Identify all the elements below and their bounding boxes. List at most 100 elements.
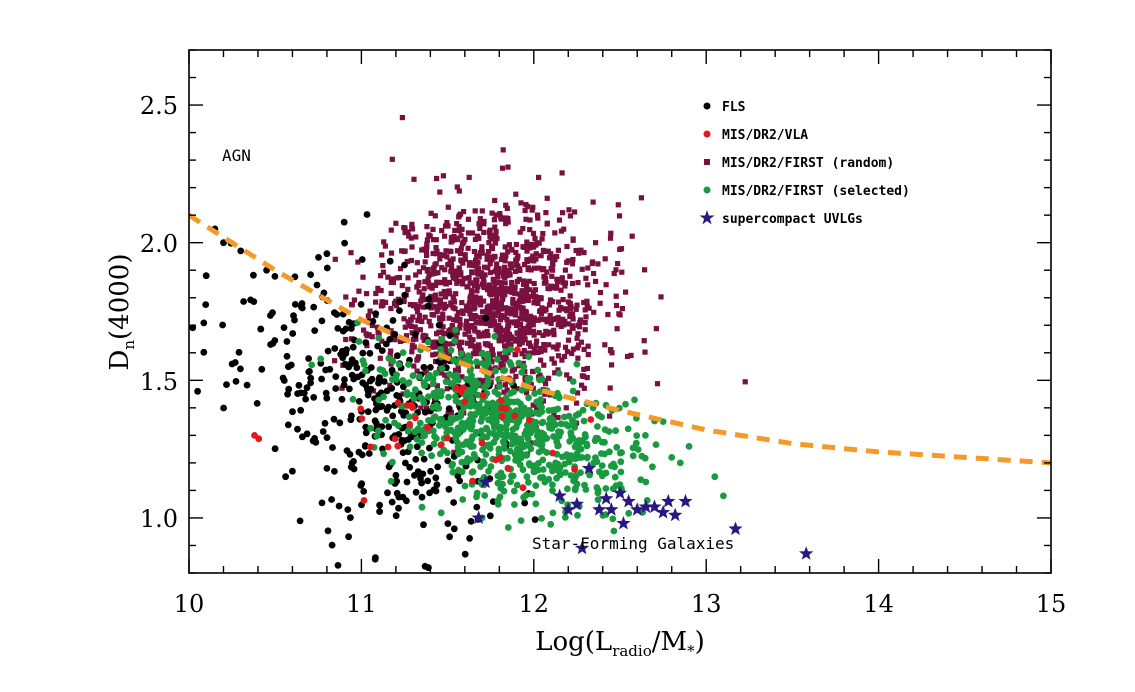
data-point <box>583 442 591 450</box>
data-point <box>347 514 354 521</box>
data-point <box>525 441 532 449</box>
data-point <box>318 317 326 325</box>
data-point <box>561 353 568 360</box>
data-point <box>531 332 537 338</box>
data-point <box>484 350 491 358</box>
data-point <box>471 248 477 255</box>
data-point <box>530 350 536 356</box>
data-point <box>307 374 315 382</box>
data-point <box>549 467 556 475</box>
data-point <box>512 300 518 306</box>
data-point <box>404 258 410 265</box>
data-point <box>511 501 518 508</box>
data-point <box>476 254 482 260</box>
data-point <box>474 363 480 369</box>
data-point <box>414 284 420 290</box>
data-point <box>453 237 459 243</box>
data-point <box>513 346 521 354</box>
data-point <box>338 347 346 355</box>
data-point <box>578 247 584 253</box>
data-point <box>477 225 483 232</box>
data-point <box>510 487 518 495</box>
data-point <box>585 343 591 349</box>
data-point <box>496 279 502 286</box>
data-point <box>523 308 529 315</box>
data-point <box>623 289 629 295</box>
data-point <box>321 419 329 427</box>
data-point <box>425 280 432 286</box>
data-point <box>432 369 440 377</box>
data-point <box>443 248 449 254</box>
data-point <box>389 156 395 162</box>
data-point <box>470 300 476 306</box>
data-point <box>478 439 486 447</box>
data-point <box>489 347 495 353</box>
data-point <box>617 458 625 466</box>
data-point <box>482 451 490 458</box>
data-point <box>371 417 379 425</box>
data-point <box>445 410 451 416</box>
data-point <box>355 398 363 405</box>
data-point <box>467 334 473 340</box>
data-point <box>240 298 248 305</box>
data-point <box>581 481 588 489</box>
data-point <box>541 316 547 322</box>
data-point <box>438 279 444 285</box>
data-point <box>450 275 456 281</box>
data-point <box>404 379 412 387</box>
data-point <box>566 207 572 213</box>
data-point <box>456 224 462 230</box>
data-point <box>642 267 648 273</box>
data-point <box>409 349 415 355</box>
data-point <box>512 290 518 296</box>
data-point <box>340 218 348 226</box>
data-point <box>494 500 502 508</box>
data-point <box>525 330 531 336</box>
data-point <box>504 286 510 292</box>
data-point <box>525 265 532 271</box>
data-point <box>552 257 558 263</box>
data-point <box>507 346 515 353</box>
data-point <box>442 277 448 283</box>
y-tick-label: 2.0 <box>140 230 178 258</box>
data-point <box>508 311 514 317</box>
data-point <box>535 215 541 221</box>
data-point <box>483 382 490 389</box>
data-point <box>438 319 444 325</box>
data-point <box>519 466 527 474</box>
data-point <box>571 465 578 473</box>
data-point <box>494 261 500 267</box>
data-point <box>564 372 570 378</box>
data-point <box>409 330 415 336</box>
data-point <box>459 226 465 232</box>
data-point <box>446 533 453 541</box>
data-point <box>189 324 197 332</box>
data-point <box>393 477 400 485</box>
data-point <box>581 366 587 372</box>
data-point <box>453 335 459 341</box>
data-point <box>358 415 366 422</box>
data-point <box>613 293 619 299</box>
data-point <box>467 443 475 450</box>
data-point <box>359 357 367 365</box>
data-point <box>463 322 469 328</box>
data-point <box>425 393 432 401</box>
data-point <box>458 339 465 346</box>
data-point <box>581 250 587 256</box>
data-point <box>498 364 504 370</box>
data-point <box>454 472 462 480</box>
data-point <box>395 431 403 438</box>
data-point <box>446 341 452 347</box>
data-point <box>490 438 498 446</box>
data-point <box>566 458 573 466</box>
data-point <box>363 211 371 218</box>
data-point <box>414 260 420 266</box>
data-point <box>509 283 515 290</box>
data-point <box>356 288 362 294</box>
data-point <box>493 212 499 218</box>
data-point <box>448 234 455 241</box>
data-point <box>492 305 498 311</box>
data-point <box>424 477 432 485</box>
data-point <box>430 389 438 397</box>
data-point <box>573 306 579 312</box>
